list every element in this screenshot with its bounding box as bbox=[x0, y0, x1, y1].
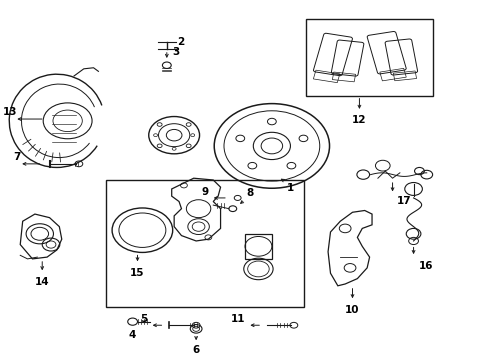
Bar bbox=[314, 70, 340, 83]
Text: 14: 14 bbox=[35, 277, 49, 287]
Text: 3: 3 bbox=[172, 46, 180, 57]
Text: 4: 4 bbox=[129, 329, 136, 339]
Text: 2: 2 bbox=[177, 37, 185, 47]
Bar bbox=[106, 180, 304, 307]
Text: 8: 8 bbox=[246, 188, 254, 198]
Text: 16: 16 bbox=[418, 261, 433, 271]
Text: 1: 1 bbox=[287, 183, 294, 193]
Text: 17: 17 bbox=[396, 196, 411, 206]
Text: 7: 7 bbox=[13, 152, 20, 162]
Text: 6: 6 bbox=[193, 345, 200, 355]
Text: 15: 15 bbox=[130, 268, 145, 278]
Bar bbox=[332, 72, 356, 82]
Text: 11: 11 bbox=[230, 314, 245, 324]
Text: 12: 12 bbox=[352, 116, 367, 125]
Text: 9: 9 bbox=[201, 187, 208, 197]
Bar bbox=[245, 234, 272, 259]
Text: 10: 10 bbox=[345, 305, 360, 315]
Bar bbox=[380, 68, 406, 81]
Bar bbox=[393, 71, 416, 81]
Bar bbox=[306, 19, 433, 96]
Text: 13: 13 bbox=[3, 107, 18, 117]
Text: 5: 5 bbox=[140, 314, 147, 324]
